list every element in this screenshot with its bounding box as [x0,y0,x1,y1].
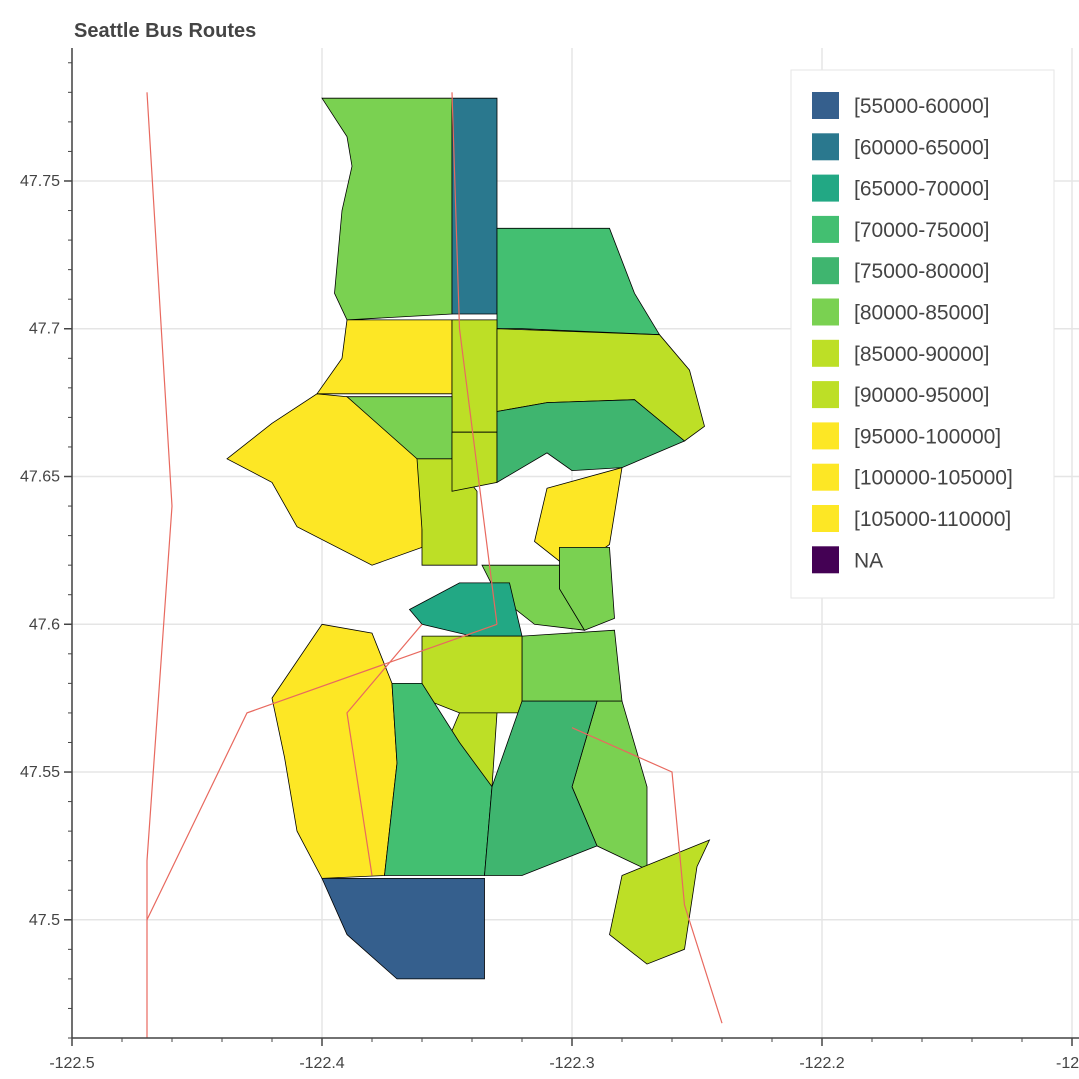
y-tick-label: 47.75 [20,173,60,190]
y-tick-label: 47.55 [20,764,60,781]
legend-swatch [812,92,839,119]
map-region [321,878,485,980]
legend-label: [65000-70000] [854,178,989,201]
x-tick-label: -122.5 [49,1055,94,1072]
legend-swatch [812,422,839,450]
legend-label: [90000-95000] [854,384,989,407]
map-region [421,635,523,714]
legend-label: [70000-75000] [854,219,989,242]
bus-route-line [571,727,723,1024]
legend-label: [55000-60000] [854,95,989,118]
y-tick-label: 47.7 [29,321,60,338]
legend-label: [105000-110000] [854,508,1011,531]
bus-routes [146,92,723,1038]
map-region [559,547,615,631]
bus-route-line [146,92,173,1038]
legend-label: [95000-100000] [854,425,1001,448]
axis-ticks: -122.5 -122.4 -122.3 -122.2 -122 47.5 47.55 47.… [20,62,1079,1072]
legend-swatch [812,463,839,491]
legend-swatch [812,174,839,202]
legend-label: [100000-105000] [854,467,1013,490]
map-region [321,97,453,321]
legend-swatch [812,339,839,367]
y-tick-label: 47.5 [29,912,60,929]
map-region [609,839,711,965]
x-tick-label: -122.4 [299,1055,344,1072]
legend-label: [85000-90000] [854,343,989,366]
legend-swatch [812,215,839,243]
map-region [521,629,623,702]
legend: [55000-60000] [60000-65000] [65000-70000] [… [790,69,1055,599]
legend-swatch [812,381,839,409]
map-region [271,623,398,879]
map-region [408,582,523,637]
axes [71,48,1079,1039]
bus-route-line [346,623,423,876]
bus-route-line [146,623,498,921]
map-region [451,97,498,315]
legend-swatch [812,257,839,285]
legend-label: [60000-65000] [854,136,989,159]
bus-route-line [451,92,498,625]
x-tick-label: -122.2 [799,1055,844,1072]
legend-label: [75000-80000] [854,260,989,283]
legend-swatch [812,298,839,326]
legend-label: NA [854,549,883,572]
legend-swatch [812,546,839,574]
map-regions [226,97,711,980]
map-region [451,319,498,433]
legend-swatch [812,133,839,161]
legend-label: [80000-85000] [854,302,989,325]
x-tick-label: -122 [1056,1055,1079,1072]
map-region [451,431,498,492]
legend-swatch [812,505,839,532]
map-region [316,319,453,395]
x-tick-label: -122.3 [549,1055,594,1072]
map-region [496,227,661,336]
y-tick-label: 47.65 [20,469,60,486]
y-tick-label: 47.6 [29,616,60,633]
chart-title: Seattle Bus Routes [74,20,257,42]
map-region [484,700,598,876]
